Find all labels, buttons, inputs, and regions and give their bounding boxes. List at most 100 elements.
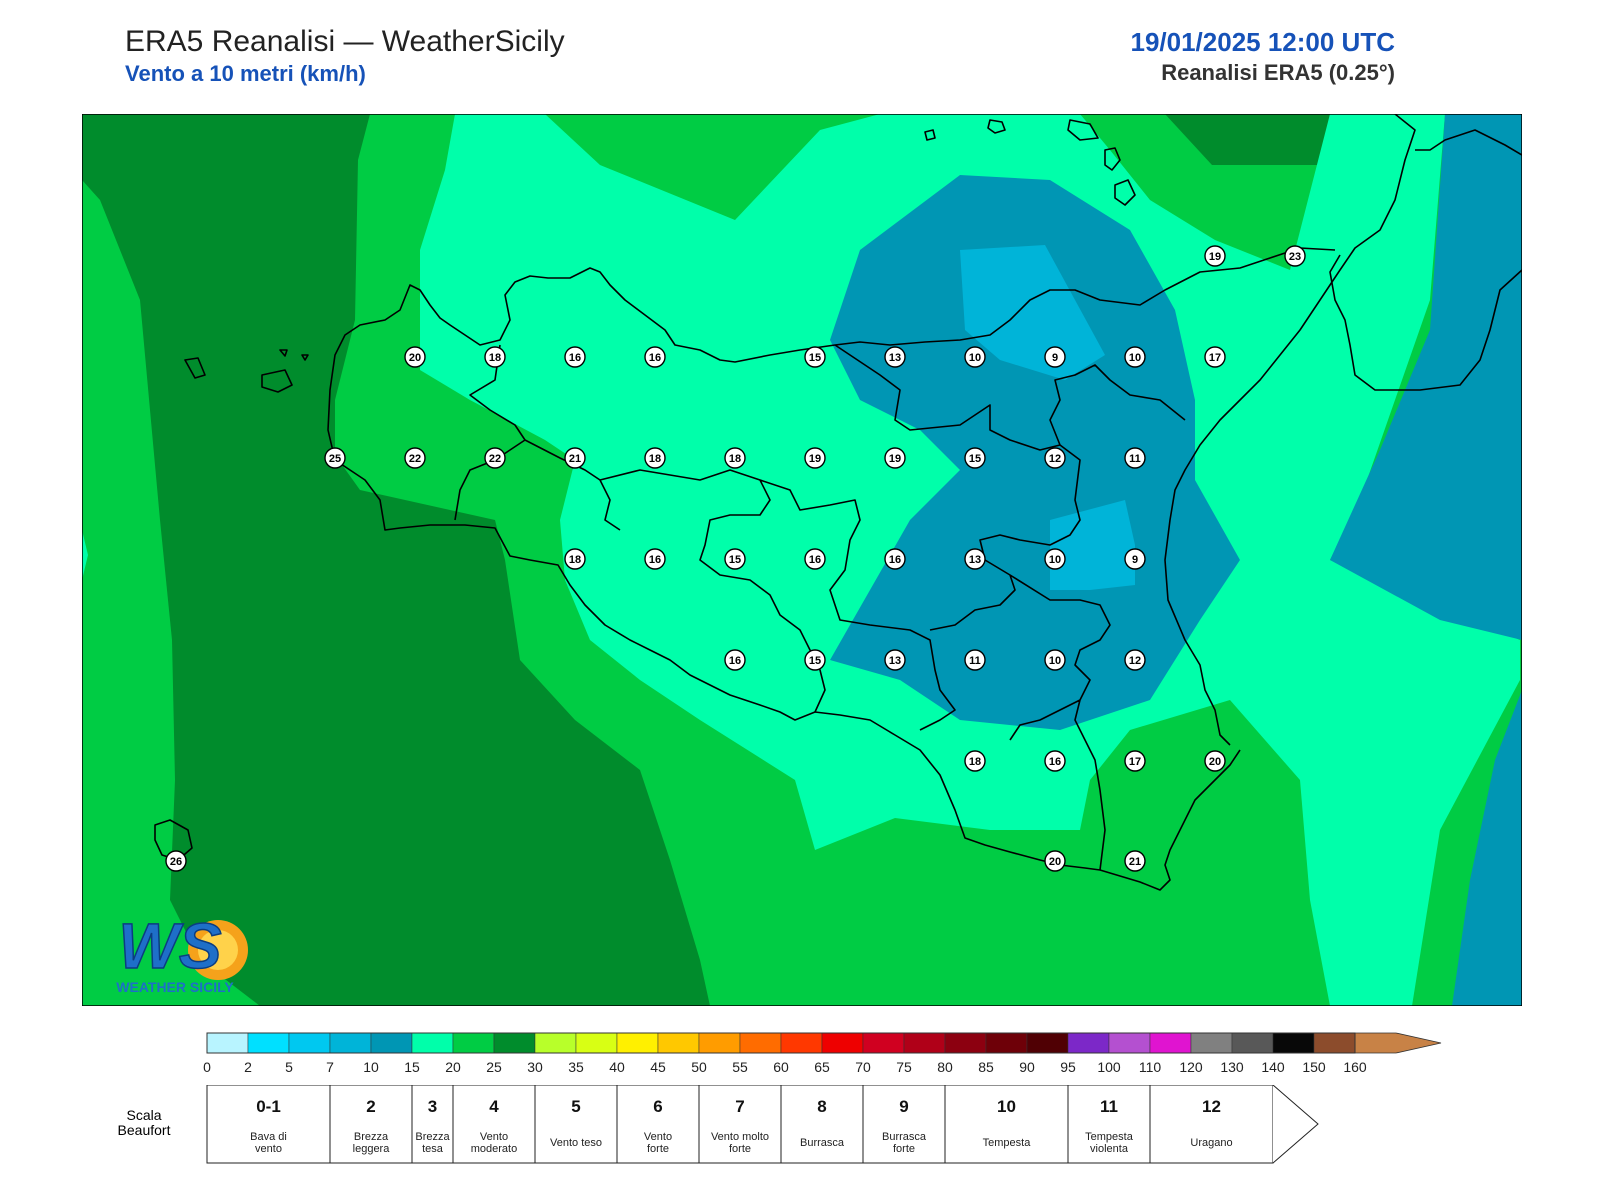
contour-band-25-30-west [82, 114, 710, 1006]
map-title: ERA5 Reanalisi — WeatherSicily [125, 25, 565, 58]
station-marker[interactable]: 15 [964, 447, 986, 469]
beaufort-label-2: leggera [353, 1143, 391, 1155]
station-marker[interactable]: 9 [1124, 548, 1146, 570]
station-marker[interactable]: 16 [724, 649, 746, 671]
station-circle [724, 548, 746, 570]
station-marker[interactable]: 13 [964, 548, 986, 570]
colorbar-cell [862, 1032, 905, 1054]
station-marker[interactable]: 18 [724, 447, 746, 469]
contour-band-10-15-east [1330, 114, 1522, 640]
station-marker[interactable]: 16 [564, 346, 586, 368]
station-marker[interactable]: 21 [1124, 850, 1146, 872]
station-marker[interactable]: 11 [1124, 447, 1146, 469]
wind-map[interactable]: 20 18 16 16 15 13 10 9 10 17 19 23 25 22 22 21 18 18 19 19 1… [82, 114, 1522, 1006]
station-circle [1044, 447, 1066, 469]
colorbar-tick: 70 [855, 1059, 871, 1075]
beaufort-cell-box [1067, 1085, 1151, 1164]
colorbar-tick: 120 [1179, 1059, 1203, 1075]
colorbar-legend: 0 2 5 7 10 15 20 25 30 35 40 45 50 55 60 65 70 75 80 85 90 95… [203, 1032, 1442, 1075]
station-circle [165, 850, 187, 872]
station-marker[interactable]: 10 [1044, 548, 1066, 570]
contour-band-5-10-south [1050, 500, 1135, 590]
station-marker[interactable]: 26 [165, 850, 187, 872]
beaufort-title-1: Scala [126, 1107, 161, 1123]
station-circle [484, 447, 506, 469]
station-marker[interactable]: 15 [804, 346, 826, 368]
station-value: 15 [809, 352, 821, 364]
station-marker[interactable]: 9 [1044, 346, 1066, 368]
map-subtitle: Vento a 10 metri (km/h) [125, 61, 366, 86]
station-value: 26 [170, 856, 182, 868]
station-marker[interactable]: 16 [804, 548, 826, 570]
station-marker[interactable]: 23 [1284, 245, 1306, 267]
station-marker[interactable]: 20 [1044, 850, 1066, 872]
station-value: 12 [1129, 655, 1141, 667]
station-marker[interactable]: 16 [1044, 750, 1066, 772]
station-marker[interactable]: 13 [884, 649, 906, 671]
colorbar-cell [985, 1032, 1028, 1054]
station-value: 10 [1049, 554, 1061, 566]
station-marker[interactable]: 22 [484, 447, 506, 469]
station-marker[interactable]: 15 [724, 548, 746, 570]
station-marker[interactable]: 25 [324, 447, 346, 469]
colorbar-tick: 0 [203, 1059, 211, 1075]
colorbar-tick: 85 [978, 1059, 994, 1075]
station-marker[interactable]: 15 [804, 649, 826, 671]
colorbar-tick: 75 [896, 1059, 912, 1075]
station-marker[interactable]: 13 [884, 346, 906, 368]
station-circle [1044, 750, 1066, 772]
station-marker[interactable]: 19 [804, 447, 826, 469]
station-value: 20 [1049, 856, 1061, 868]
colorbar-cell [493, 1032, 536, 1054]
station-value: 11 [969, 655, 981, 667]
colorbar-cells [206, 1032, 1442, 1054]
colorbar-cell [944, 1032, 987, 1054]
station-marker[interactable]: 19 [1204, 245, 1226, 267]
colorbar-tick: 30 [527, 1059, 543, 1075]
station-value: 17 [1129, 756, 1141, 768]
station-marker[interactable]: 19 [884, 447, 906, 469]
station-circle [324, 447, 346, 469]
colorbar-cell [411, 1032, 454, 1054]
station-marker[interactable]: 18 [964, 750, 986, 772]
station-value: 20 [409, 352, 421, 364]
beaufort-label-2: moderato [471, 1143, 517, 1155]
station-value: 13 [969, 554, 981, 566]
colorbar-cell [780, 1032, 823, 1054]
station-circle [1044, 649, 1066, 671]
station-marker[interactable]: 22 [404, 447, 426, 469]
station-marker[interactable]: 16 [644, 548, 666, 570]
station-marker[interactable]: 18 [484, 346, 506, 368]
station-marker[interactable]: 20 [404, 346, 426, 368]
coast-east-sicily [1164, 114, 1416, 746]
station-value: 16 [649, 554, 661, 566]
station-marker[interactable]: 17 [1204, 346, 1226, 368]
colorbar-cell [698, 1032, 741, 1054]
station-marker[interactable]: 10 [1044, 649, 1066, 671]
station-marker[interactable]: 20 [1204, 750, 1226, 772]
beaufort-label-1: Vento molto [711, 1131, 769, 1143]
station-marker[interactable]: 12 [1044, 447, 1066, 469]
station-value: 10 [969, 352, 981, 364]
colorbar-frame [206, 1032, 1356, 1054]
station-circle [804, 447, 826, 469]
station-marker[interactable]: 17 [1124, 750, 1146, 772]
station-marker[interactable]: 10 [964, 346, 986, 368]
station-marker[interactable]: 11 [964, 649, 986, 671]
colorbar-cell [1231, 1032, 1274, 1054]
station-marker[interactable]: 10 [1124, 346, 1146, 368]
beaufort-cell-box [329, 1085, 413, 1164]
station-marker[interactable]: 16 [884, 548, 906, 570]
colorbar-tick: 90 [1019, 1059, 1035, 1075]
station-marker[interactable]: 21 [564, 447, 586, 469]
beaufort-label-1: Tempesta [1085, 1131, 1134, 1143]
colorbar-tick: 45 [650, 1059, 666, 1075]
station-circle [884, 548, 906, 570]
station-value: 13 [889, 352, 901, 364]
station-marker[interactable]: 16 [644, 346, 666, 368]
colorbar-cell [1108, 1032, 1151, 1054]
station-marker[interactable]: 18 [564, 548, 586, 570]
station-marker[interactable]: 18 [644, 447, 666, 469]
contour-band-25-30-ne [1165, 114, 1330, 165]
station-marker[interactable]: 12 [1124, 649, 1146, 671]
